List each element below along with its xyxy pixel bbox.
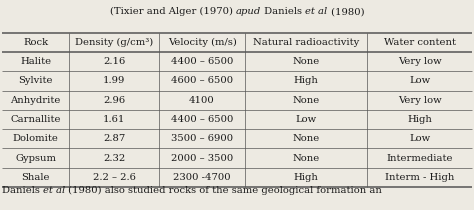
- Text: 2000 – 3500: 2000 – 3500: [171, 154, 233, 163]
- Text: et al: et al: [43, 186, 65, 195]
- Text: Very low: Very low: [398, 96, 441, 105]
- Text: 2.16: 2.16: [103, 57, 125, 66]
- Text: None: None: [292, 57, 320, 66]
- Text: Natural radioactivity: Natural radioactivity: [253, 38, 359, 47]
- Text: 2.96: 2.96: [103, 96, 125, 105]
- Text: None: None: [292, 96, 320, 105]
- Text: Very low: Very low: [398, 57, 441, 66]
- Text: Dolomite: Dolomite: [13, 134, 58, 143]
- Text: et al: et al: [305, 7, 328, 16]
- Text: Halite: Halite: [20, 57, 51, 66]
- Text: Carnallite: Carnallite: [10, 115, 61, 124]
- Text: Density (g/cm³): Density (g/cm³): [75, 38, 153, 47]
- Text: 4600 – 6500: 4600 – 6500: [171, 76, 233, 85]
- Text: Velocity (m/s): Velocity (m/s): [168, 38, 237, 47]
- Text: High: High: [294, 173, 319, 182]
- Text: (Tixier and Alger (1970): (Tixier and Alger (1970): [110, 7, 236, 16]
- Text: 4400 – 6500: 4400 – 6500: [171, 115, 233, 124]
- Text: 1.61: 1.61: [103, 115, 125, 124]
- Text: (1980) also studied rocks of the same geological formation an: (1980) also studied rocks of the same ge…: [65, 186, 382, 195]
- Text: Interm - High: Interm - High: [385, 173, 454, 182]
- Text: Gypsum: Gypsum: [15, 154, 56, 163]
- Text: 2300 -4700: 2300 -4700: [173, 173, 231, 182]
- Text: 2.32: 2.32: [103, 154, 125, 163]
- Text: High: High: [294, 76, 319, 85]
- Text: High: High: [407, 115, 432, 124]
- Text: 2.87: 2.87: [103, 134, 125, 143]
- Text: 3500 – 6900: 3500 – 6900: [171, 134, 233, 143]
- Text: Daniels: Daniels: [2, 186, 43, 195]
- Text: apud: apud: [236, 7, 261, 16]
- Text: Sylvite: Sylvite: [18, 76, 53, 85]
- Text: None: None: [292, 154, 320, 163]
- Text: 4400 – 6500: 4400 – 6500: [171, 57, 233, 66]
- Text: 4100: 4100: [189, 96, 215, 105]
- Text: None: None: [292, 134, 320, 143]
- Text: Anhydrite: Anhydrite: [10, 96, 61, 105]
- Text: Low: Low: [409, 134, 430, 143]
- Text: 2.2 – 2.6: 2.2 – 2.6: [92, 173, 136, 182]
- Text: (1980): (1980): [328, 7, 364, 16]
- Text: Low: Low: [296, 115, 317, 124]
- Text: Intermediate: Intermediate: [386, 154, 453, 163]
- Text: 1.99: 1.99: [103, 76, 125, 85]
- Text: Shale: Shale: [21, 173, 50, 182]
- Text: Daniels: Daniels: [261, 7, 305, 16]
- Text: Low: Low: [409, 76, 430, 85]
- Text: Rock: Rock: [23, 38, 48, 47]
- Text: Water content: Water content: [383, 38, 456, 47]
